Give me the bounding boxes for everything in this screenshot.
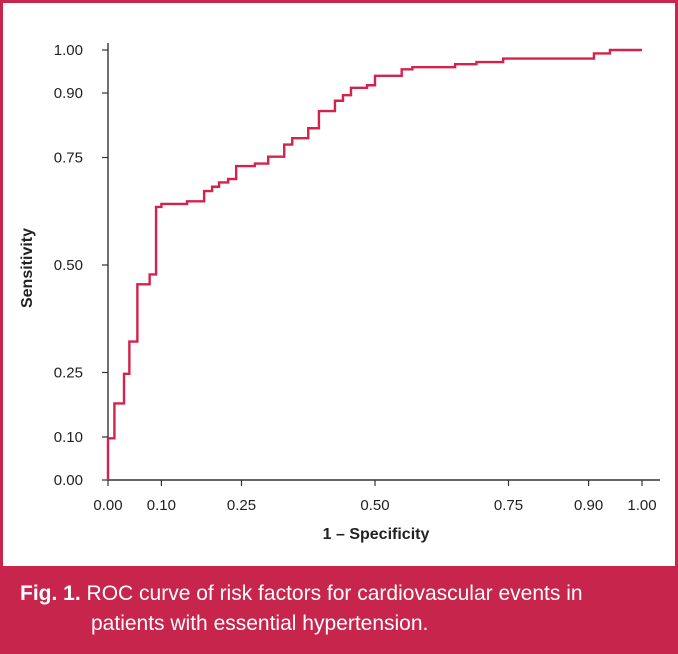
x-axis-title: 1 – Specificity [323, 526, 430, 543]
figure-caption: Fig. 1. ROC curve of risk factors for ca… [0, 566, 678, 654]
caption-label: Fig. 1. [20, 582, 81, 605]
y-tick-label: 0.90 [54, 85, 83, 102]
y-tick-label: 0.25 [54, 365, 83, 382]
y-axis-title: Sensitivity [19, 228, 36, 308]
caption-text-line1: ROC curve of risk factors for cardiovasc… [86, 582, 583, 605]
roc-chart: 0.00 0.10 0.25 0.50 0.75 0.90 1.00 0.00 0.10 0.25… [19, 42, 660, 543]
y-tick-label: 1.00 [54, 42, 83, 59]
y-tick-label: 0.10 [54, 429, 83, 446]
x-tick-label: 0.75 [494, 497, 523, 514]
y-tick-label: 0.00 [54, 472, 83, 489]
y-tick-label: 0.75 [54, 150, 83, 167]
x-tick-label: 0.25 [227, 497, 256, 514]
roc-curve-line [106, 48, 642, 480]
x-tick-label: 0.50 [360, 497, 389, 514]
x-tick-label: 1.00 [627, 497, 656, 514]
x-tick-label: 0.00 [93, 497, 122, 514]
x-tick-label: 0.10 [147, 497, 176, 514]
caption-text-line2: patients with essential hypertension. [91, 612, 429, 635]
x-tick-label: 0.90 [574, 497, 603, 514]
y-tick-label: 0.50 [54, 257, 83, 274]
